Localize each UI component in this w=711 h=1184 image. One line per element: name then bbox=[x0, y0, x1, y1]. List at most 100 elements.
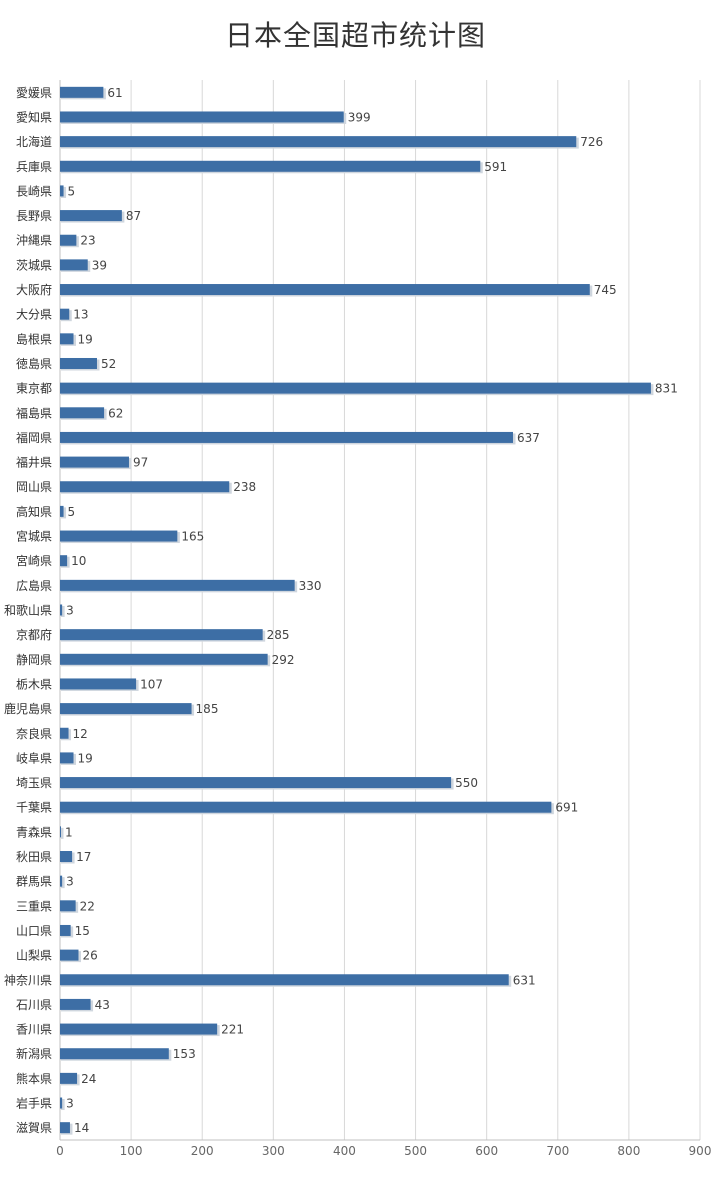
category-label: 福岡県 bbox=[16, 430, 52, 445]
category-label: 長野県 bbox=[16, 209, 52, 223]
x-tick-label: 100 bbox=[120, 1144, 143, 1158]
bar bbox=[60, 851, 73, 863]
category-label: 兵庫県 bbox=[16, 160, 52, 174]
x-tick-label: 300 bbox=[262, 1144, 285, 1158]
category-label: 福島県 bbox=[16, 405, 52, 420]
bar bbox=[60, 1122, 70, 1134]
category-label: 青森県 bbox=[16, 824, 52, 839]
bar bbox=[60, 185, 64, 197]
bar bbox=[60, 456, 129, 468]
bar bbox=[60, 974, 509, 986]
data-label: 399 bbox=[348, 110, 371, 124]
data-label: 12 bbox=[73, 727, 88, 741]
chart-title: 日本全国超市统计图 bbox=[224, 19, 486, 52]
category-label: 群馬県 bbox=[16, 875, 52, 889]
data-label: 221 bbox=[221, 1023, 244, 1037]
bar bbox=[60, 308, 70, 320]
data-label: 52 bbox=[101, 357, 116, 371]
bar bbox=[60, 752, 74, 764]
data-label: 726 bbox=[580, 135, 603, 149]
category-label: 岡山県 bbox=[16, 480, 52, 494]
bar bbox=[60, 1097, 63, 1109]
bar bbox=[60, 136, 577, 148]
category-label: 香川県 bbox=[16, 1023, 52, 1037]
category-label: 鹿児島県 bbox=[4, 701, 52, 716]
data-label: 1 bbox=[65, 825, 73, 839]
category-label: 栃木県 bbox=[16, 677, 52, 691]
category-label: 岐阜県 bbox=[16, 751, 52, 765]
bar bbox=[60, 259, 88, 271]
data-label: 39 bbox=[92, 258, 107, 272]
bar bbox=[60, 703, 192, 715]
data-label: 14 bbox=[74, 1121, 89, 1135]
category-label: 福井県 bbox=[16, 455, 52, 470]
bar bbox=[60, 234, 77, 246]
data-label: 87 bbox=[126, 209, 141, 223]
bar bbox=[60, 629, 263, 641]
category-label: 広島県 bbox=[16, 578, 52, 593]
category-label: 大分県 bbox=[16, 308, 52, 322]
bar bbox=[60, 505, 64, 517]
category-label: 北海道 bbox=[16, 134, 52, 149]
bar bbox=[60, 579, 295, 591]
bar bbox=[60, 333, 74, 345]
category-label: 山口県 bbox=[16, 924, 52, 938]
data-label: 61 bbox=[107, 86, 122, 100]
x-tick-label: 800 bbox=[617, 1144, 640, 1158]
bar-shadow bbox=[61, 827, 64, 839]
x-tick-label: 700 bbox=[546, 1144, 569, 1158]
category-label: 滋賀県 bbox=[16, 1121, 52, 1135]
data-label: 5 bbox=[68, 505, 76, 519]
grid-lines bbox=[59, 80, 701, 1141]
bar bbox=[60, 357, 97, 369]
bar bbox=[60, 210, 122, 222]
category-label: 奈良県 bbox=[16, 726, 52, 741]
bar bbox=[60, 382, 651, 394]
category-label: 愛媛県 bbox=[16, 86, 52, 100]
category-label: 大阪府 bbox=[16, 282, 52, 297]
data-label: 3 bbox=[66, 1097, 74, 1111]
data-label: 19 bbox=[78, 751, 93, 765]
x-tick-label: 900 bbox=[689, 1144, 711, 1158]
data-label: 745 bbox=[594, 283, 617, 297]
data-label: 285 bbox=[267, 628, 290, 642]
category-label: 山梨県 bbox=[16, 949, 52, 963]
x-tick-label: 400 bbox=[333, 1144, 356, 1158]
bar bbox=[60, 949, 79, 961]
data-label: 24 bbox=[81, 1072, 96, 1086]
bar bbox=[60, 431, 513, 443]
category-label: 熊本県 bbox=[16, 1071, 52, 1086]
data-label: 631 bbox=[513, 973, 536, 987]
category-label: 愛知県 bbox=[16, 110, 52, 124]
data-label: 23 bbox=[80, 234, 95, 248]
bar bbox=[60, 727, 69, 739]
bars bbox=[60, 86, 654, 1135]
data-label: 43 bbox=[95, 998, 110, 1012]
bar-shadow bbox=[61, 877, 65, 889]
data-label: 15 bbox=[75, 924, 90, 938]
bar bbox=[60, 924, 71, 936]
data-label: 10 bbox=[71, 554, 86, 568]
data-label: 831 bbox=[655, 382, 678, 396]
x-tick-label: 200 bbox=[191, 1144, 214, 1158]
category-label: 宮城県 bbox=[16, 529, 52, 544]
data-label: 62 bbox=[108, 406, 123, 420]
bar bbox=[60, 111, 344, 123]
data-label: 26 bbox=[82, 949, 97, 963]
bar bbox=[60, 777, 452, 789]
bar bbox=[60, 653, 268, 665]
category-label: 和歌山県 bbox=[4, 603, 52, 618]
data-label: 292 bbox=[272, 653, 295, 667]
category-label: 岩手県 bbox=[16, 1096, 52, 1111]
bar bbox=[60, 555, 68, 567]
data-label: 97 bbox=[133, 456, 148, 470]
data-label: 591 bbox=[484, 160, 507, 174]
category-label: 千葉県 bbox=[16, 801, 52, 815]
bar-shadow bbox=[61, 606, 65, 617]
category-label: 茨城県 bbox=[16, 258, 52, 272]
bar bbox=[60, 1048, 169, 1060]
category-label: 秋田県 bbox=[16, 850, 52, 864]
data-label: 13 bbox=[73, 308, 88, 322]
data-label: 691 bbox=[555, 801, 578, 815]
